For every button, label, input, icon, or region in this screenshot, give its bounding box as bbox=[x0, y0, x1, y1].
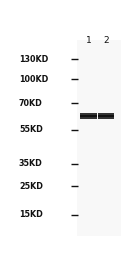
Bar bbox=[98, 113, 114, 119]
Text: 35KD: 35KD bbox=[19, 159, 43, 168]
Bar bbox=[98, 115, 114, 117]
Text: 70KD: 70KD bbox=[19, 99, 43, 108]
Text: 100KD: 100KD bbox=[19, 75, 48, 84]
Text: 15KD: 15KD bbox=[19, 211, 43, 219]
Bar bbox=[77, 40, 121, 236]
Bar bbox=[80, 113, 97, 119]
Text: 130KD: 130KD bbox=[19, 55, 48, 64]
Text: 25KD: 25KD bbox=[19, 182, 43, 191]
Text: 55KD: 55KD bbox=[19, 125, 43, 134]
Bar bbox=[80, 115, 97, 117]
Text: 2: 2 bbox=[104, 36, 109, 45]
Text: 1: 1 bbox=[86, 36, 91, 45]
